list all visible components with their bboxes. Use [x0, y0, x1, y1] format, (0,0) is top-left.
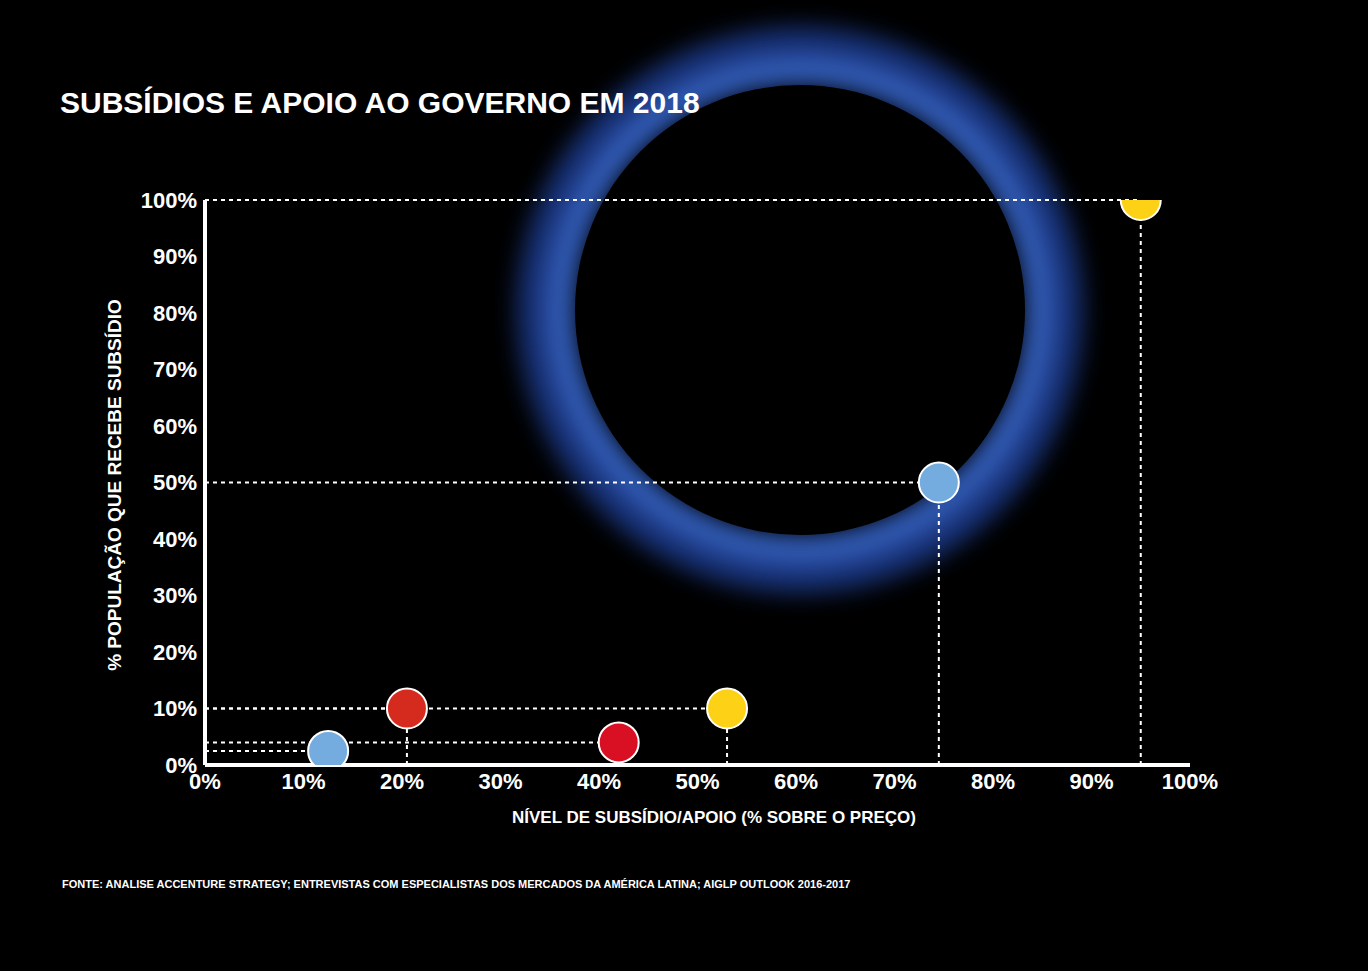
svg-text:60%: 60%: [153, 414, 197, 439]
html-text:FONTE: ANALISE ACCENTURE STRAT: FONTE: ANALISE ACCENTURE STRATEGY; ENTRE…: [62, 878, 851, 890]
html-text:NÍVEL DE SUBSÍDIO/APOIO (% SOB: NÍVEL DE SUBSÍDIO/APOIO (% SOBRE O PREÇO…: [512, 808, 916, 827]
svg-text:20%: 20%: [153, 640, 197, 665]
svg-text:0%: 0%: [189, 768, 221, 794]
svg-text:90%: 90%: [153, 244, 197, 269]
svg-text:10%: 10%: [153, 696, 197, 721]
svg-text:80%: 80%: [971, 769, 1015, 794]
svg-text:100%: 100%: [141, 188, 197, 213]
html-text:SUBSÍDIOS E APOIO AO GOVERNO E: SUBSÍDIOS E APOIO AO GOVERNO EM 2018: [60, 86, 700, 119]
svg-text:70%: 70%: [872, 769, 916, 794]
html-text:% POPULAÇÃO QUE RECEBE SUBSÍDI: % POPULAÇÃO QUE RECEBE SUBSÍDIO: [104, 299, 125, 671]
svg-text:90%: 90%: [1069, 769, 1113, 794]
svg-text:40%: 40%: [577, 769, 621, 794]
svg-text:20%: 20%: [380, 769, 424, 794]
svg-text:60%: 60%: [774, 769, 818, 794]
svg-text:30%: 30%: [153, 583, 197, 608]
svg-text:100%: 100%: [1162, 769, 1218, 794]
svg-text:50%: 50%: [153, 470, 197, 495]
svg-text:80%: 80%: [153, 301, 197, 326]
svg-text:70%: 70%: [153, 357, 197, 382]
svg-text:40%: 40%: [153, 527, 197, 552]
svg-text:0%: 0%: [165, 753, 197, 778]
svg-text:10%: 10%: [281, 769, 325, 794]
svg-text:50%: 50%: [675, 769, 719, 794]
svg-text:30%: 30%: [478, 769, 522, 794]
